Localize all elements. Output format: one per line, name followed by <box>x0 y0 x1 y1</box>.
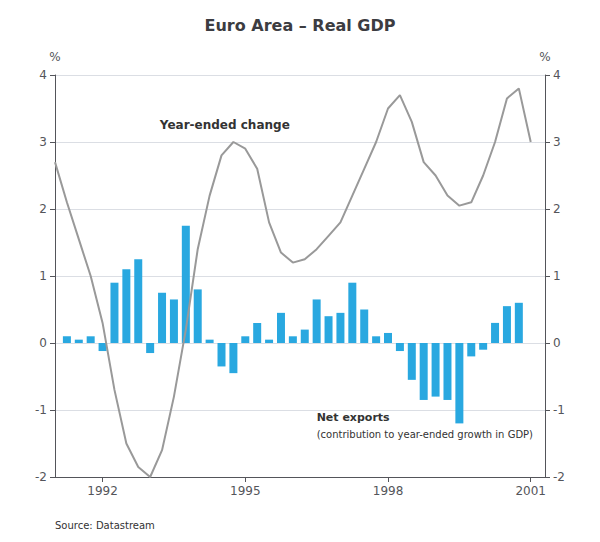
svg-text:Year-ended change: Year-ended change <box>159 118 290 132</box>
svg-text:3: 3 <box>553 135 561 149</box>
svg-text:(contribution to year-ended gr: (contribution to year-ended growth in GD… <box>317 429 533 440</box>
svg-text:%: % <box>49 50 60 64</box>
svg-text:1: 1 <box>553 269 561 283</box>
svg-text:Source: Datastream: Source: Datastream <box>55 520 155 531</box>
svg-text:%: % <box>539 50 550 64</box>
svg-text:Net exports: Net exports <box>317 411 390 424</box>
svg-text:-2: -2 <box>553 470 565 484</box>
svg-text:1992: 1992 <box>87 484 118 498</box>
svg-text:1998: 1998 <box>373 484 404 498</box>
svg-text:-1: -1 <box>553 403 565 417</box>
svg-text:4: 4 <box>553 68 561 82</box>
svg-text:2: 2 <box>39 202 47 216</box>
svg-text:4: 4 <box>39 68 47 82</box>
svg-text:-1: -1 <box>35 403 47 417</box>
svg-text:Euro Area – Real GDP: Euro Area – Real GDP <box>205 16 396 35</box>
svg-text:2: 2 <box>553 202 561 216</box>
svg-text:2001: 2001 <box>515 484 546 498</box>
svg-text:1995: 1995 <box>230 484 261 498</box>
svg-text:3: 3 <box>39 135 47 149</box>
svg-text:0: 0 <box>553 336 561 350</box>
svg-text:-2: -2 <box>35 470 47 484</box>
svg-text:0: 0 <box>39 336 47 350</box>
svg-text:1: 1 <box>39 269 47 283</box>
